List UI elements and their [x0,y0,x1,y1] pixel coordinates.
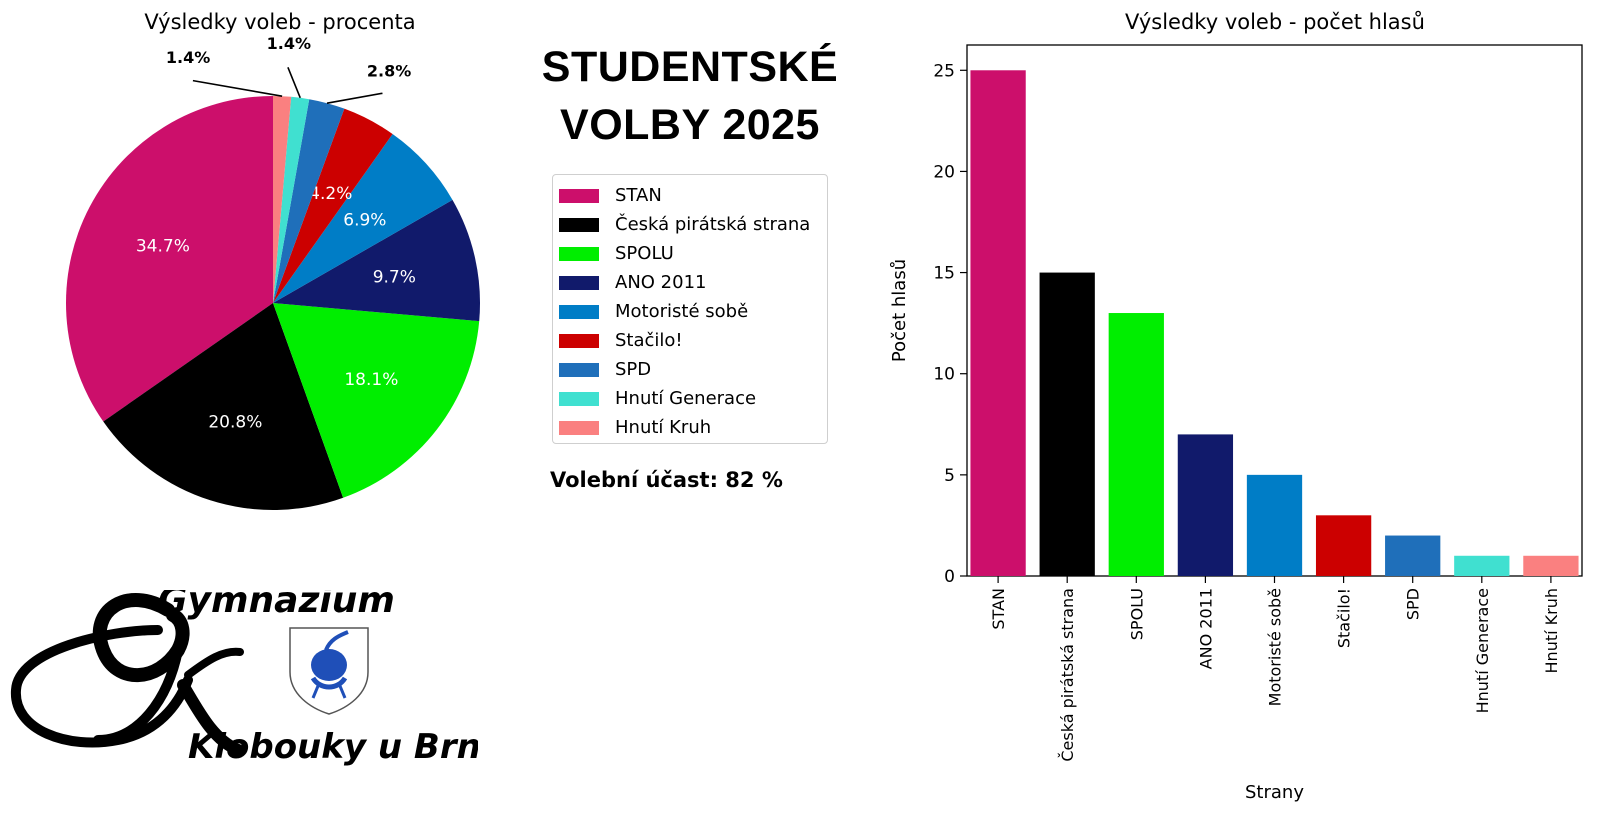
legend-label: Hnutí Generace [615,388,757,409]
logo-flourish-k [10,625,193,748]
pie-value-label: 20.8% [208,412,262,432]
legend-item: Motoristé sobě [553,297,827,326]
turnout-text: Volební účast: 82 % [550,468,783,492]
logo-flourish-k-arm [184,647,244,679]
page-title-line2: VOLBY 2025 [560,101,820,149]
legend-label: SPOLU [615,243,674,264]
legend-item: SPOLU [553,239,827,268]
x-tick-label: SPD [1404,588,1423,620]
bar [1246,474,1303,576]
y-tick-label: 15 [933,264,955,284]
y-tick-label: 10 [933,365,955,385]
turnout-label: Volební účast: [550,468,718,492]
bar [1454,555,1510,576]
pie-value-label: 34.7% [136,237,190,257]
pie-value-label-outside: 2.8% [367,61,411,80]
bar [1108,313,1164,576]
legend-label: ANO 2011 [615,272,707,293]
logo-flourish-g [92,593,190,683]
legend-swatch [559,391,599,406]
legend-label: Motoristé sobě [615,301,749,322]
y-tick-label: 25 [933,61,955,81]
legend-label: Stačilo! [615,330,683,351]
x-axis-label: Strany [1245,782,1304,803]
legend-item: ANO 2011 [553,268,827,297]
pie-slice [66,96,273,422]
y-axis-label: Počet hlasů [889,259,910,362]
x-tick-label: Česká pirátská strana [1058,588,1077,762]
legend-swatch [559,246,599,261]
pie-label-leader [287,67,301,99]
pie-label-leader [326,92,383,104]
legend-swatch [559,304,599,319]
y-tick-label: 0 [944,567,955,587]
bar [1385,535,1441,576]
x-tick-label: STAN [989,588,1008,630]
pie-slice [273,96,310,303]
school-logo: Gymnázium Klobouky u Brna [10,590,478,767]
legend-swatch [559,362,599,377]
bar [970,70,1026,577]
legend-swatch [559,188,599,203]
pie-label-leader [192,79,283,97]
x-tick-label: Hnutí Generace [1473,588,1492,713]
bar [1177,434,1234,576]
pie-value-label-outside: 1.4% [166,48,210,67]
bar-chart: 0 5 10 15 20 25 STAN Česká pirátská strana SPOLU… [889,44,1583,803]
pie-chart-title: Výsledky voleb - procenta [144,10,416,34]
pie-slice [273,134,453,303]
pie-value-label: 4.2% [309,184,352,204]
legend-swatch [559,420,599,435]
bar [1523,555,1579,576]
legend-label: Hnutí Kruh [615,417,712,438]
pie-slice [273,99,345,303]
turnout-value: 82 % [725,468,783,492]
pie-slice [273,96,292,303]
x-tick-label: Stačilo! [1335,588,1354,648]
logo-text-line1: Gymnázium [158,590,395,621]
bar [1315,515,1372,576]
x-tick-label: ANO 2011 [1196,588,1215,669]
legend-item: Hnutí Kruh [553,413,827,442]
legend-swatch [559,275,599,290]
coat-of-arms-icon [289,627,369,715]
legend-label: Česká pirátská strana [615,214,811,235]
pie-value-label: 9.7% [373,267,416,287]
legend-swatch [559,217,599,232]
page-title: STUDENTSKÉ VOLBY 2025 [530,38,850,154]
logo-flourish-k-leg [177,679,244,756]
pie-slice [273,108,393,303]
page-title-line1: STUDENTSKÉ [541,43,839,91]
legend-item: Česká pirátská strana [553,210,827,239]
x-tick-label: Motoristé sobě [1266,588,1285,706]
legend-item: SPD [553,355,827,384]
pie-value-label: 6.9% [343,210,386,230]
pie-slice [103,303,344,510]
legend-label: SPD [615,359,652,380]
pie-chart: 34.7% 20.8% 18.1% 9.7% 6.9% 4.2% 2.8% 1.4% 1.4% [66,34,480,510]
legend-swatch [559,333,599,348]
pie-value-label-outside: 1.4% [267,34,311,53]
pie-legend: STAN Česká pirátská strana SPOLU ANO 2011 Mo… [552,174,828,444]
legend-label: STAN [615,185,662,206]
pie-value-label: 18.1% [344,370,398,390]
x-tick-label: SPOLU [1127,588,1146,640]
pie-slice [273,199,480,322]
logo-text-line2: Klobouky u Brna [188,727,478,767]
y-tick-label: 20 [933,162,955,182]
legend-item: STAN [553,181,827,210]
bar-chart-title: Výsledky voleb - počet hlasů [1125,10,1425,34]
bar [1039,272,1095,576]
legend-item: Stačilo! [553,326,827,355]
legend-item: Hnutí Generace [553,384,827,413]
x-tick-label: Hnutí Kruh [1542,588,1561,673]
pie-slice [273,303,480,498]
y-tick-label: 5 [944,466,955,486]
